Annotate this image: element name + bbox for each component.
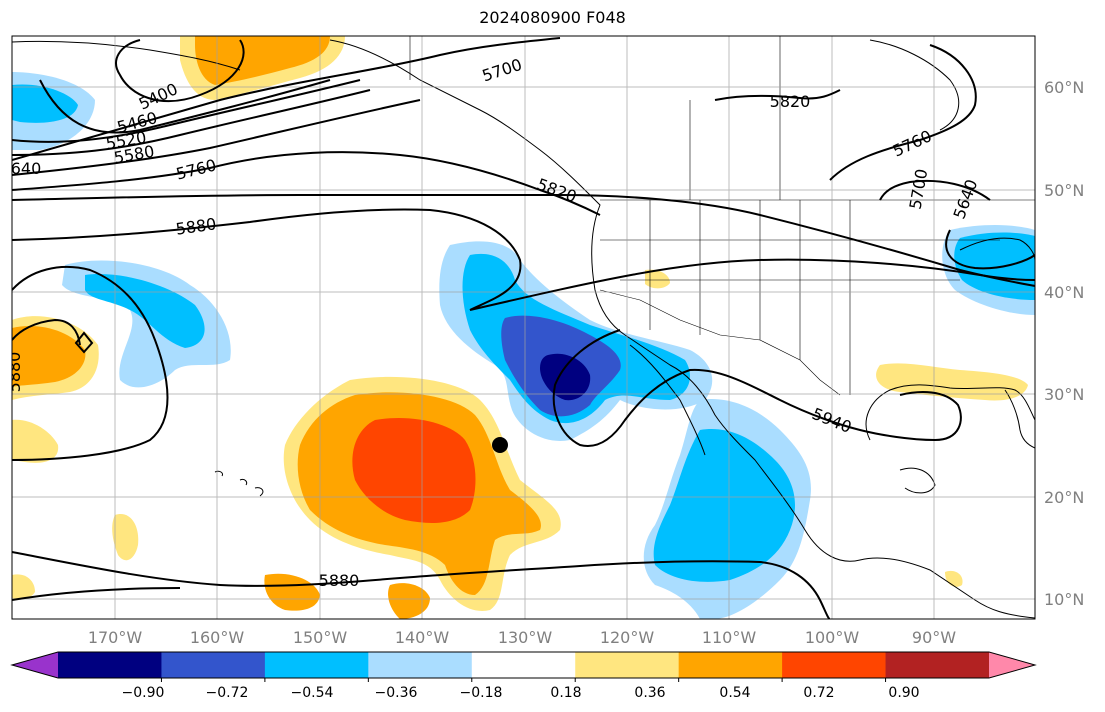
colorbar-swatch [368,652,473,678]
lon-label: 100°W [805,628,860,647]
colorbar [10,651,1037,682]
lat-label: 20°N [1044,488,1084,507]
contour-5700-ne [879,179,991,201]
contour-5880-w-inner [12,318,81,346]
contour-5460 [39,79,331,134]
colorbar-tick-label: 0.72 [803,685,834,701]
lat-label: 60°N [1044,78,1084,97]
anomaly-pos-alaska [195,36,330,85]
contour-5940 [552,329,962,447]
anomaly-pos-gulf [876,363,1028,401]
anomaly-pos-west-low [12,419,59,463]
map-title: 2024080900 F048 [479,8,626,27]
colorbar-swatch [575,652,680,678]
map-content: 5700 5400 5460 5520 5580 640 5760 5820 5… [5,36,1035,619]
anomaly-pos-south-4 [12,574,35,600]
contour-5400 [115,39,245,103]
contour-label: 5880 [319,571,360,590]
contour-5580 [12,89,371,156]
contour-ne-low [945,229,1035,270]
lon-label: 150°W [293,628,348,647]
height-contours [12,37,1035,619]
location-marker [492,437,508,453]
lon-label: 110°W [702,628,757,647]
lat-label: 10°N [1044,590,1084,609]
lon-label: 140°W [395,628,450,647]
colorbar-tick-label: 0.18 [550,685,581,701]
colorbar-swatch [885,652,990,678]
contour-5820-n [714,89,841,101]
lat-label: 40°N [1044,283,1084,302]
contour-label: 5820 [770,92,811,111]
colorbar-tick-label: 0.54 [719,685,750,701]
coastlines [12,39,1035,619]
contour-5880-s [12,551,831,619]
anomaly-pos-south-3 [112,514,139,561]
contour-diamond [74,331,94,354]
anomaly-neg-nw [12,84,78,123]
latitude-labels: 60°N 50°N 40°N 30°N 20°N 10°N [1044,78,1084,609]
colorbar-tick-label: −0.18 [460,685,503,701]
contour-5640 [12,99,421,176]
colorbar-extend-low [12,652,58,678]
colorbar-swatch [161,652,266,678]
contour-label: 5880 [5,352,24,393]
anomaly-pos-west [12,326,86,387]
contour-5820 [12,193,1035,287]
contour-5880-s2 [12,587,181,601]
anomaly-pos-south-1 [264,573,320,611]
colorbar-swatch [471,652,576,678]
contour-5880-w [12,266,169,461]
colorbar-labels: −0.90 −0.72 −0.54 −0.36 −0.18 0.18 0.36 … [122,685,920,701]
map-frame [11,35,1036,620]
lat-label: 30°N [1044,385,1084,404]
political-borders [409,36,1035,396]
colorbar-extend-high [989,652,1035,678]
colorbar-tick-label: −0.72 [206,685,249,701]
gridlines [12,36,1035,619]
longitude-labels: 170°W 160°W 150°W 140°W 130°W 120°W 110°… [88,628,956,647]
lon-label: 90°W [912,628,956,647]
colorbar-tick-label: −0.36 [375,685,418,701]
lon-label: 130°W [498,628,553,647]
anomaly-neg-coast-dark [540,353,591,401]
colorbar-tick-label: −0.54 [291,685,334,701]
colorbar-swatch [678,652,783,678]
colorbar-tick-label: 0.90 [888,685,919,701]
colorbar-tick-label: 0.36 [634,685,665,701]
contour-5760 [12,151,601,216]
colorbar-swatch [782,652,887,678]
contour-label: 640 [11,159,42,178]
lon-label: 120°W [600,628,655,647]
contour-5520 [12,79,361,143]
colorbar-outline [10,651,1037,679]
colorbar-swatch [264,652,369,678]
anomaly-pos-nv [645,269,670,289]
contour-5880 [12,208,1035,311]
colorbar-swatch [58,652,162,678]
anomaly-neg-mexico [653,429,795,582]
lon-label: 170°W [88,628,143,647]
lat-label: 50°N [1044,181,1084,200]
anomaly-pos-south-2 [388,583,430,619]
contour-5760-ne [829,44,977,181]
lon-label: 160°W [190,628,245,647]
colorbar-tick-label: −0.90 [122,685,165,701]
